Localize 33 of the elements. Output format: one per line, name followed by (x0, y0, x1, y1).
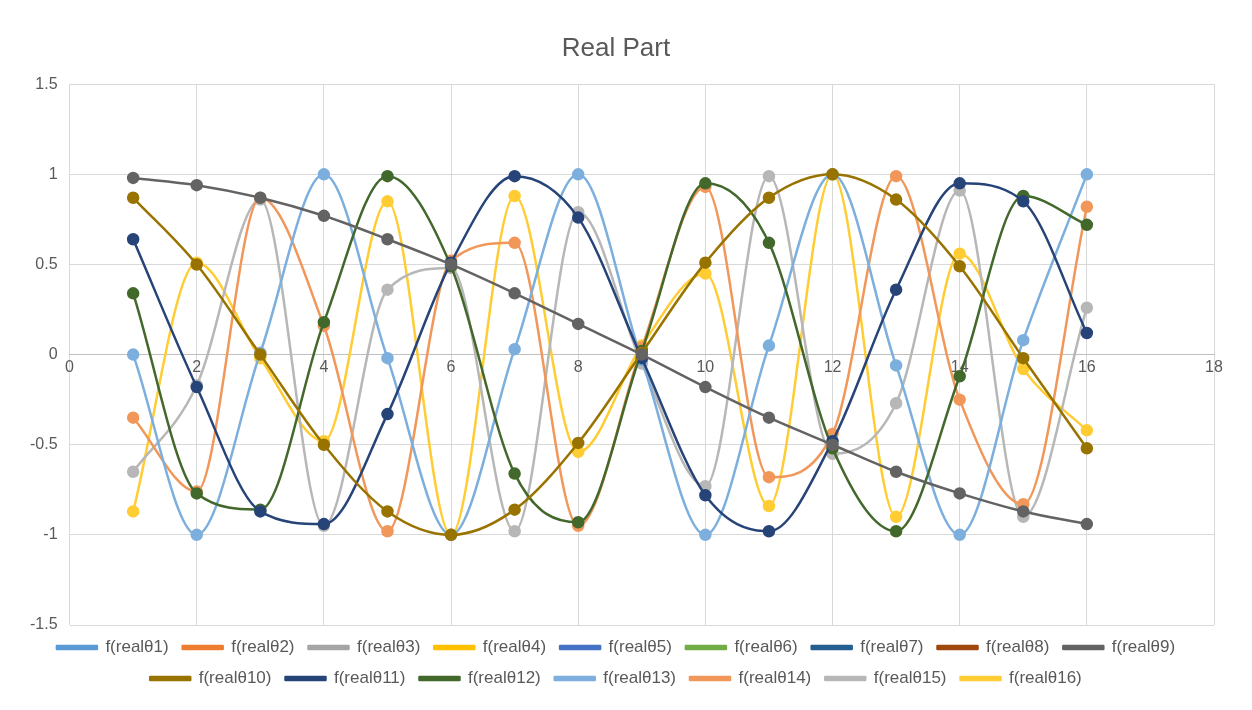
legend-label: f(realθ2) (231, 637, 295, 657)
y-tick-label: 1 (48, 164, 58, 182)
chart-title: Real Part (561, 31, 671, 62)
y-tick-label: -1.5 (29, 615, 58, 633)
legend-label: f(realθ11) (333, 668, 406, 688)
legend-label: f(realθ4) (482, 637, 547, 657)
legend-label: f(realθ9) (1111, 637, 1176, 657)
legend-label: f(realθ10) (198, 668, 272, 688)
y-tick-label: 0.5 (35, 254, 58, 272)
x-tick-label: 18 (1205, 357, 1223, 375)
y-tick-label: -1 (43, 525, 58, 543)
legend-label: f(realθ13) (603, 668, 677, 688)
legend-label: f(realθ5) (608, 637, 672, 657)
legend-label: f(realθ6) (734, 637, 798, 657)
x-tick-label: 0 (65, 357, 75, 375)
legend-label: f(realθ12) (467, 668, 541, 688)
x-tick-label: 6 (446, 357, 456, 375)
legend-label: f(realθ16) (1009, 668, 1082, 688)
legend-label: f(realθ7) (860, 637, 924, 657)
y-tick-label: 1.5 (35, 74, 58, 92)
legend-label: f(realθ3) (357, 637, 421, 657)
legend-label: f(realθ1) (105, 637, 169, 657)
legend-label: f(realθ8) (986, 637, 1050, 657)
x-tick-label: 16 (1077, 357, 1096, 375)
legend-label: f(realθ14) (738, 668, 812, 688)
x-tick-label: 4 (319, 357, 329, 375)
x-tick-label: 12 (823, 357, 842, 375)
y-tick-label: -0.5 (29, 435, 58, 453)
x-tick-label: 2 (192, 357, 202, 375)
y-tick-label: 0 (48, 345, 58, 363)
x-tick-label: 8 (573, 357, 583, 375)
legend-label: f(realθ15) (873, 668, 947, 688)
x-tick-label: 10 (696, 357, 715, 375)
